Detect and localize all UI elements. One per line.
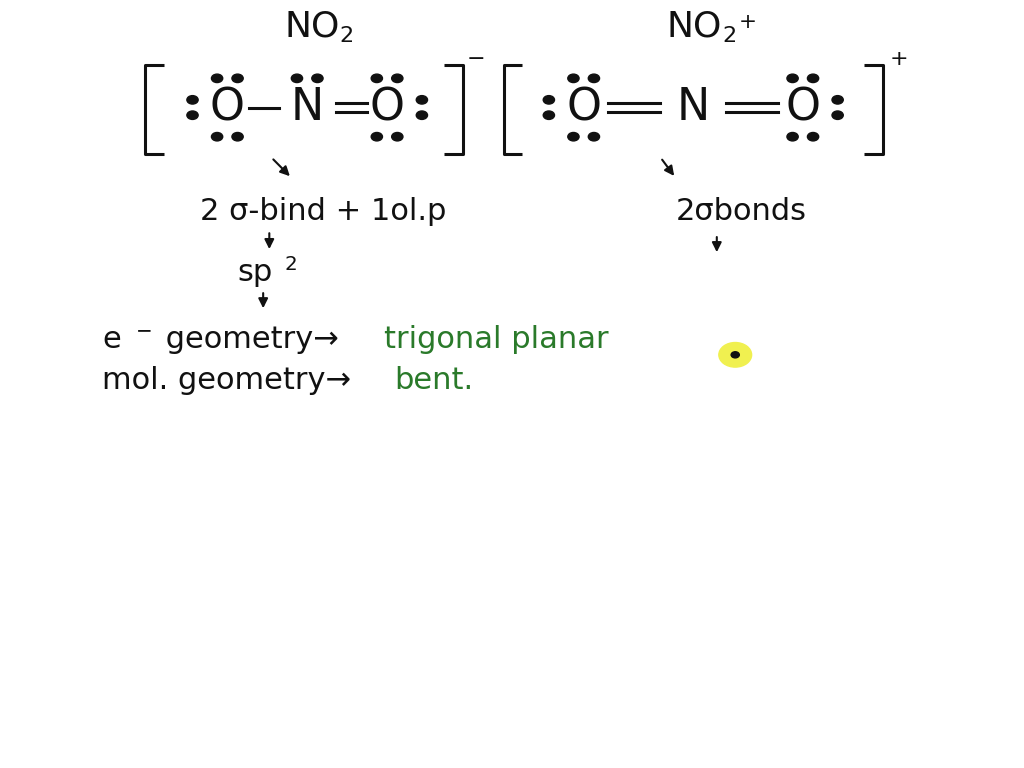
Circle shape: [371, 74, 383, 83]
Circle shape: [588, 133, 599, 141]
Text: +: +: [890, 49, 908, 69]
Circle shape: [567, 133, 579, 141]
Circle shape: [211, 74, 223, 83]
Circle shape: [807, 74, 819, 83]
Text: trigonal planar: trigonal planar: [384, 325, 608, 354]
Text: O: O: [785, 86, 820, 129]
Circle shape: [807, 133, 819, 141]
Text: 2: 2: [285, 255, 297, 273]
Text: 2σbonds: 2σbonds: [676, 197, 807, 226]
Text: −: −: [467, 49, 485, 69]
Circle shape: [186, 111, 199, 120]
Circle shape: [371, 133, 383, 141]
Circle shape: [391, 133, 403, 141]
Circle shape: [588, 74, 599, 83]
Text: mol. geometry→: mol. geometry→: [102, 366, 351, 395]
Text: +: +: [738, 12, 757, 31]
Circle shape: [391, 74, 403, 83]
Circle shape: [719, 343, 752, 367]
Circle shape: [731, 352, 739, 358]
Text: 2 σ-bind + 1ol.p: 2 σ-bind + 1ol.p: [200, 197, 446, 226]
Circle shape: [567, 74, 579, 83]
Circle shape: [231, 74, 244, 83]
Circle shape: [231, 133, 244, 141]
Text: N: N: [291, 86, 324, 129]
Text: O: O: [566, 86, 601, 129]
Text: NO: NO: [285, 10, 340, 44]
Text: geometry→: geometry→: [156, 325, 338, 354]
Text: 2: 2: [339, 26, 353, 46]
Circle shape: [543, 111, 554, 120]
Circle shape: [831, 96, 844, 104]
Text: 2: 2: [722, 26, 736, 46]
Text: −: −: [136, 321, 153, 339]
Text: N: N: [677, 86, 710, 129]
Circle shape: [186, 96, 199, 104]
Text: e: e: [102, 325, 121, 354]
Circle shape: [291, 74, 303, 83]
Circle shape: [416, 96, 428, 104]
Circle shape: [543, 96, 554, 104]
Text: O: O: [370, 86, 404, 129]
Circle shape: [311, 74, 324, 83]
Text: NO: NO: [667, 10, 722, 44]
Circle shape: [786, 133, 799, 141]
Circle shape: [416, 111, 428, 120]
Circle shape: [786, 74, 799, 83]
Text: bent.: bent.: [394, 366, 473, 395]
Text: sp: sp: [238, 258, 272, 287]
Circle shape: [831, 111, 844, 120]
Text: O: O: [210, 86, 245, 129]
Circle shape: [211, 133, 223, 141]
